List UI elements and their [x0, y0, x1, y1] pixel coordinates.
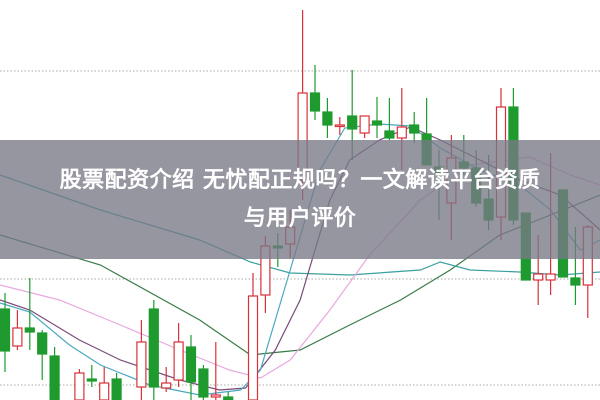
candle-body	[396, 126, 407, 139]
candle-up	[161, 367, 172, 392]
candle-up	[136, 320, 147, 400]
candle-down	[223, 392, 234, 400]
candle-body	[533, 273, 544, 281]
candle-up	[173, 323, 184, 387]
candle-body	[173, 341, 184, 381]
candle-body	[24, 327, 35, 333]
candle-up	[210, 342, 221, 400]
candle-body	[371, 120, 383, 126]
candle-body	[86, 378, 97, 382]
candle-down	[185, 335, 197, 400]
title-line-2: 与用户评价	[243, 205, 357, 231]
candle-body	[74, 372, 85, 400]
candle-down	[371, 97, 383, 138]
candle-body	[0, 308, 11, 352]
candle-body	[161, 382, 172, 389]
candle-body	[322, 111, 333, 126]
title-banner: 股票配资介绍 无忧配正规吗？一文解读平台资质 与用户评价	[0, 140, 600, 259]
candle-up	[334, 117, 345, 135]
candle-body	[210, 394, 221, 398]
candle-down	[24, 278, 35, 350]
candle-down	[49, 347, 60, 400]
candle-body	[223, 396, 234, 400]
candle-body	[384, 130, 395, 139]
candle-down	[409, 112, 420, 143]
candle-up	[359, 115, 370, 138]
candle-body	[247, 295, 259, 400]
candle-body	[99, 382, 110, 400]
candle-body	[570, 277, 581, 286]
candle-body	[37, 332, 48, 355]
candle-body	[334, 124, 345, 128]
candle-down	[322, 98, 333, 138]
candle-down	[384, 98, 395, 140]
candle-up	[74, 369, 85, 400]
candle-body	[198, 368, 209, 398]
candle-body	[12, 327, 23, 347]
candle-body	[545, 273, 556, 281]
title-line-1: 股票配资介绍 无忧配正规吗？一文解读平台资质	[59, 167, 541, 193]
candle-down	[309, 65, 321, 120]
candle-down	[198, 365, 209, 400]
candle-body	[347, 115, 358, 130]
candle-down	[0, 293, 11, 372]
candle-body	[359, 115, 370, 134]
candle-down	[86, 365, 97, 387]
candle-body	[148, 308, 159, 388]
candle-up	[99, 367, 110, 400]
candle-down	[37, 330, 48, 380]
candle-up	[12, 310, 23, 350]
candle-down	[111, 373, 122, 400]
candle-body	[111, 378, 122, 400]
candle-body	[185, 346, 197, 383]
candle-down	[148, 300, 159, 400]
candle-body	[409, 124, 420, 134]
candle-body	[49, 355, 60, 400]
candle-body	[309, 92, 321, 112]
candle-up	[247, 273, 259, 400]
candle-body	[136, 341, 147, 388]
